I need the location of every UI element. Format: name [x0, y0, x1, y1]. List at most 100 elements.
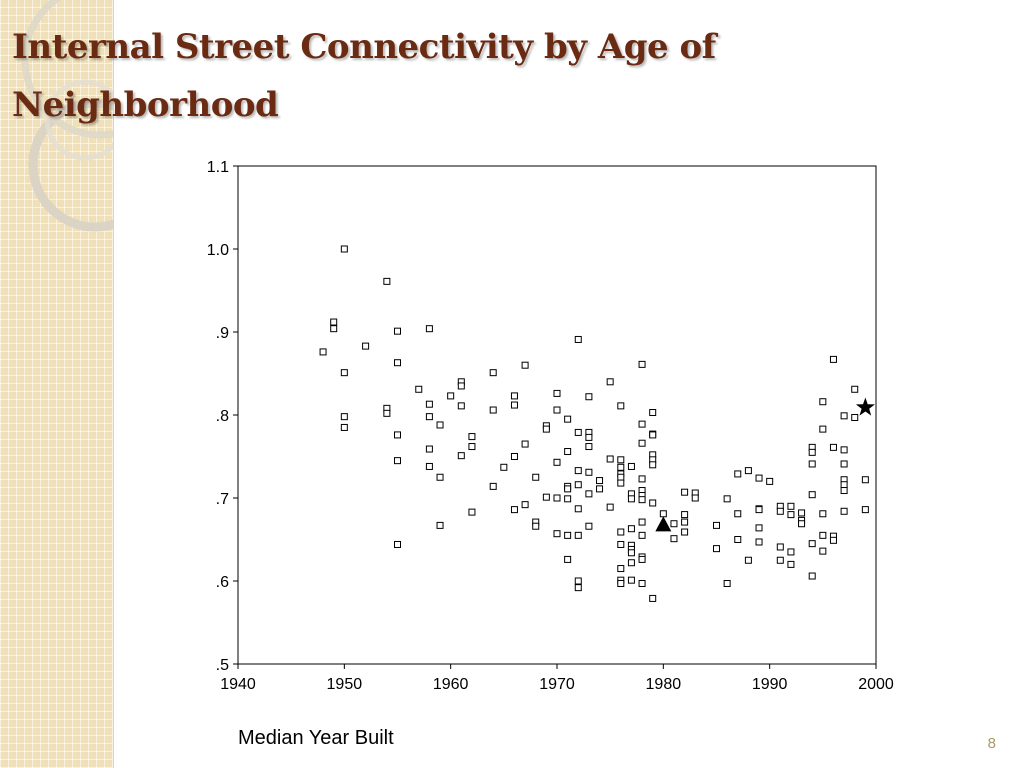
data-point: [394, 540, 401, 548]
data-point: [808, 460, 816, 468]
data-point: [627, 576, 635, 584]
data-point: [564, 485, 572, 493]
y-tick-label: .7: [216, 491, 229, 508]
data-point: [840, 487, 848, 495]
data-point: [585, 522, 593, 530]
data-point: [649, 499, 657, 507]
data-point: [617, 473, 625, 481]
data-point: [776, 543, 784, 551]
data-point: [638, 360, 646, 368]
data-point: [649, 431, 657, 439]
x-axis-label: Median Year Built: [238, 727, 394, 749]
data-point: [436, 421, 444, 429]
data-point: [489, 482, 497, 490]
data-point: [340, 413, 348, 421]
data-point: [383, 409, 391, 417]
data-point: [691, 494, 699, 502]
data-point: [510, 401, 518, 409]
data-point: [362, 342, 370, 350]
data-point: [617, 565, 625, 573]
data-point: [447, 392, 455, 400]
data-point: [755, 538, 763, 546]
data-point: [425, 462, 433, 470]
data-point: [574, 505, 582, 513]
data-point: [532, 522, 540, 530]
data-point: [468, 443, 476, 451]
data-point: [713, 545, 720, 553]
data-point: [606, 455, 614, 463]
data-point: [574, 584, 582, 592]
data-point: [681, 511, 689, 519]
data-point: [606, 503, 614, 511]
data-point: [521, 440, 529, 448]
data-point: [585, 490, 593, 498]
data-point: [330, 318, 338, 326]
data-point: [734, 510, 742, 518]
data-point: [681, 488, 689, 496]
data-point: [617, 402, 625, 410]
data-point: [425, 413, 433, 421]
data-point: [394, 359, 401, 367]
data-point: [436, 521, 444, 529]
data-point: [840, 412, 848, 420]
data-point: [638, 439, 646, 447]
data-point: [787, 511, 795, 519]
data-point: [510, 453, 518, 460]
data-point: [457, 382, 465, 390]
data-point: [394, 327, 401, 335]
data-point: [425, 445, 433, 453]
data-point: [861, 476, 869, 484]
data-point: [659, 510, 667, 518]
data-point: [627, 549, 635, 557]
y-tick-label: .8: [216, 408, 229, 425]
data-point: [734, 536, 742, 543]
y-tick-label: 1.1: [207, 159, 229, 176]
data-point: [340, 423, 348, 431]
data-point: [829, 443, 837, 451]
x-tick-label: 1960: [433, 676, 469, 693]
data-point: [819, 547, 827, 555]
data-point: [808, 572, 816, 580]
y-tick-label: 1.0: [207, 242, 229, 259]
data-point: [744, 467, 752, 475]
data-point: [787, 502, 795, 510]
data-point: [574, 428, 582, 436]
data-point: [776, 507, 784, 515]
data-point: [553, 406, 561, 414]
data-point-triangle: [655, 516, 672, 532]
data-point: [851, 385, 859, 393]
y-tick-label: .9: [216, 325, 229, 342]
data-point: [617, 463, 625, 471]
data-point: [521, 501, 529, 509]
data-point: [532, 473, 540, 481]
data-point: [436, 473, 444, 481]
data-point: [681, 528, 689, 536]
data-point: [808, 540, 816, 548]
data-point: [574, 335, 582, 343]
data-point: [829, 536, 837, 544]
data-point: [808, 448, 816, 456]
data-point: [851, 413, 859, 421]
data-point: [638, 555, 646, 563]
data-point: [734, 470, 742, 478]
data-point: [553, 389, 561, 397]
data-point: [766, 477, 774, 485]
data-point: [564, 415, 572, 423]
data-point: [840, 507, 848, 515]
data-point: [553, 458, 561, 466]
data-point: [340, 369, 348, 377]
data-point: [585, 393, 593, 401]
data-point: [617, 456, 625, 464]
data-point: [510, 506, 518, 514]
data-point: [510, 392, 518, 400]
data-point: [319, 348, 327, 356]
data-point: [585, 468, 593, 476]
data-point: [425, 325, 433, 333]
data-point: [819, 425, 827, 433]
data-point: [596, 485, 604, 493]
data-point: [755, 524, 763, 532]
data-point: [638, 475, 646, 483]
y-tick-label: .5: [216, 657, 229, 674]
data-point: [394, 457, 401, 465]
data-point: [542, 493, 550, 501]
